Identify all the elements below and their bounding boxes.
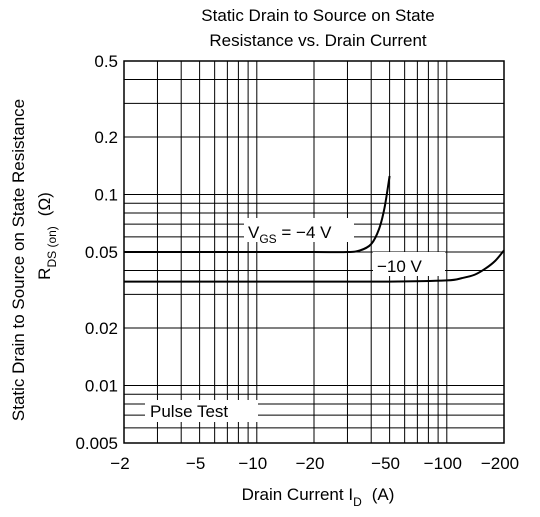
y-tick-label: 0.01 — [85, 377, 118, 396]
y-axis-label-sub: DS (on) — [45, 226, 59, 267]
series-label-2: −10 V — [377, 257, 423, 276]
y-axis-label-line-1: Static Drain to Source on State Resistan… — [9, 99, 28, 421]
pulse-test-label: Pulse Test — [150, 402, 228, 421]
x-tick-label: −2 — [110, 454, 129, 473]
series-layer — [123, 175, 505, 283]
tick-labels: −2 −5 −10 −20 −50 −100 −200 0.005 0.01 0.02 0.05 0.… — [75, 52, 519, 473]
x-axis-label: Drain Current ID (A) — [242, 485, 395, 509]
y-tick-label: 0.05 — [85, 243, 118, 262]
series-label-1: VGS = −4 V — [248, 223, 332, 246]
pulse-test-label-background — [145, 400, 258, 422]
y-tick-label: 0.02 — [85, 319, 118, 338]
x-tick-label: −10 — [238, 454, 267, 473]
x-tick-label: −50 — [371, 454, 400, 473]
y-axis-label-line-2: RDS (on)(Ω) — [35, 192, 59, 280]
x-tick-label: −20 — [296, 454, 325, 473]
series-line-2 — [123, 249, 505, 283]
chart-title-line-2: Resistance vs. Drain Current — [209, 31, 427, 50]
x-tick-label: −100 — [424, 454, 462, 473]
x-tick-label: −200 — [481, 454, 519, 473]
y-tick-label: 0.005 — [75, 434, 118, 453]
y-tick-label: 0.1 — [94, 186, 118, 205]
series-label-2-background — [373, 252, 445, 276]
series-label-1-background — [244, 218, 354, 242]
x-tick-label: −5 — [186, 454, 205, 473]
y-tick-label: 0.2 — [94, 128, 118, 147]
annotations: VGS = −4 V −10 V Pulse Test — [145, 218, 445, 422]
y-tick-label: 0.5 — [94, 52, 118, 71]
series-line-1 — [124, 175, 391, 254]
x-axis-label-sub: D — [353, 495, 362, 509]
chart-title-line-1: Static Drain to Source on State — [201, 6, 434, 25]
